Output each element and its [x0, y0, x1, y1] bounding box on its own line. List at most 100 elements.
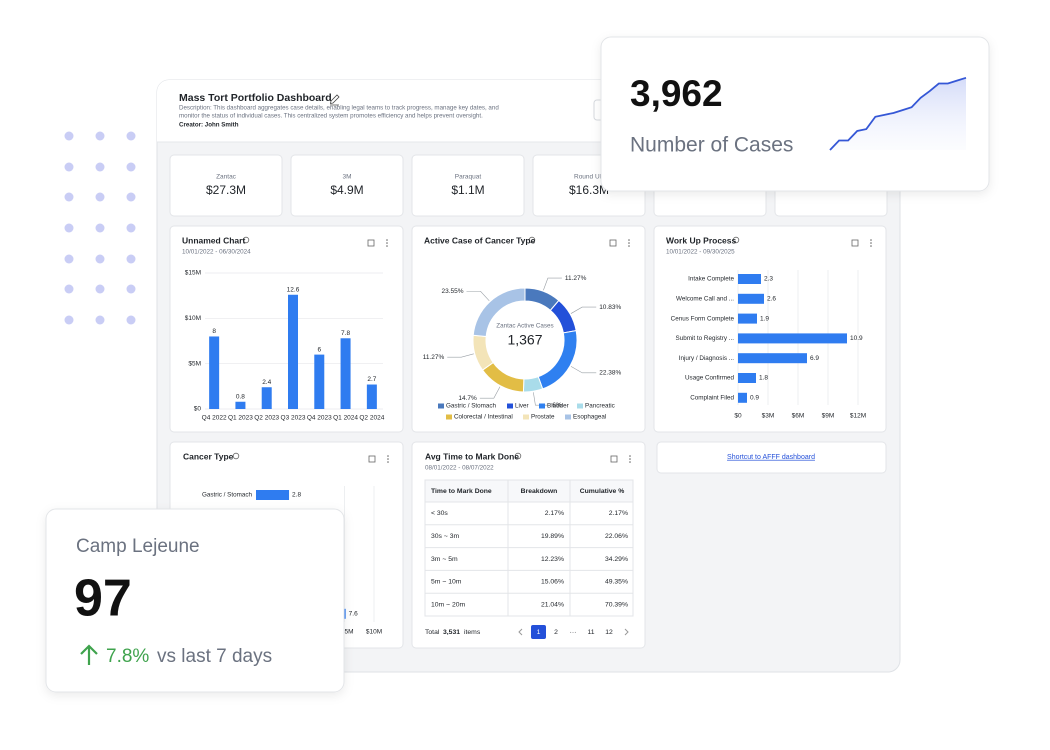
- x-tick-label: $10M: [366, 629, 382, 636]
- data-label: 14.7%: [458, 395, 477, 402]
- table-cell: 34.29%: [605, 556, 628, 563]
- legend-swatch: [539, 403, 545, 409]
- y-tick-label: Gastric / Stomach: [202, 492, 253, 499]
- up-arrow: [80, 644, 98, 665]
- cases-card: 3,962 Number of Cases: [600, 36, 990, 192]
- data-label: 7.8: [341, 330, 350, 337]
- table-cell: 70.39%: [605, 601, 628, 608]
- table-header: Breakdown: [521, 488, 558, 495]
- page-number[interactable]: ···: [570, 629, 577, 636]
- data-label: 8: [212, 328, 216, 335]
- x-tick-label: Q4 2022: [202, 415, 227, 422]
- shortcut-link[interactable]: Shortcut to AFFF dashboard: [727, 454, 815, 461]
- chart-date-range[interactable]: 10/01/2022 - 06/30/2024: [182, 249, 251, 256]
- legend-label: Gastric / Stomach: [446, 403, 497, 410]
- card-icons[interactable]: [232, 236, 859, 463]
- donut-center-value: 1,367: [507, 332, 542, 348]
- page-number[interactable]: 1: [537, 629, 541, 636]
- leader-line: [570, 306, 597, 314]
- card: [45, 508, 345, 693]
- table-cell: 21.04%: [541, 601, 564, 608]
- data-label: 7.6: [349, 611, 358, 618]
- table-title: Avg Time to Mark Done: [425, 451, 519, 461]
- bar: [738, 353, 807, 364]
- x-tick-label: Q1 2023: [228, 415, 253, 422]
- leader-line: [570, 366, 597, 374]
- data-label: 10.83%: [599, 304, 621, 311]
- x-tick-label: Q3 2023: [281, 415, 306, 422]
- data-label: 1.8: [759, 375, 768, 382]
- data-label: 0.8: [236, 393, 245, 400]
- bar: [738, 373, 756, 383]
- leader-line: [543, 277, 562, 291]
- bar: [235, 401, 246, 409]
- legend-swatch: [523, 414, 529, 420]
- legend-label: Bladder: [547, 403, 569, 410]
- table-cell: 22.06%: [605, 533, 628, 540]
- data-label: 6: [317, 346, 321, 353]
- data-label: 23.55%: [441, 288, 463, 295]
- table-cell: 2.17%: [545, 510, 564, 517]
- y-tick-label: Welcome Call and ...: [676, 295, 734, 302]
- kpi-value: 3,962: [630, 73, 723, 114]
- kpi-value: $4.9M: [330, 183, 363, 197]
- bar: [256, 490, 290, 500]
- legend-swatch: [565, 414, 571, 420]
- legend-label: Liver: [515, 403, 529, 410]
- kpi-label: Paraquat: [455, 174, 482, 181]
- table-header: Cumulative %: [580, 488, 625, 495]
- chart-title: Cancer Type: [183, 451, 234, 461]
- y-tick-label: $15M: [185, 270, 201, 277]
- table-cell: 2.17%: [609, 510, 628, 517]
- x-tick-label: $3M: [762, 413, 775, 420]
- y-tick-label: Complaint Filed: [690, 394, 734, 401]
- legend-swatch: [438, 403, 444, 409]
- table-cell: 12.23%: [541, 556, 564, 563]
- dashboard-title: Mass Tort Portfolio Dashboard: [179, 92, 332, 104]
- table-date-range[interactable]: 08/01/2022 - 08/07/2022: [425, 465, 494, 472]
- dashboard-creator: Creator: John Smith: [179, 122, 239, 129]
- legend-label: Pancreatic: [585, 403, 615, 410]
- table-header-row: [424, 479, 634, 503]
- donut-center-label: Zantac Active Cases: [496, 323, 553, 330]
- sparkline-area: [830, 77, 966, 150]
- table-cell: 5m ~ 10m: [431, 579, 462, 586]
- kpi-value: $1.1M: [451, 183, 484, 197]
- edit-icon[interactable]: [329, 94, 340, 106]
- kpi-label: Round UP: [574, 174, 604, 181]
- legend-label: Colorectal / Intestinal: [454, 414, 513, 421]
- chart-date-range[interactable]: 10/01/2022 - 09/30/2025: [666, 249, 735, 256]
- dashboard-description: Description: This dashboard aggregates c…: [179, 105, 499, 112]
- page-number[interactable]: 11: [587, 629, 594, 636]
- kpi-change: 7.8%: [106, 646, 149, 667]
- kebab-icons[interactable]: [386, 239, 872, 463]
- y-tick-label: $5M: [188, 360, 201, 367]
- table-total: items: [464, 629, 481, 636]
- bar: [288, 294, 298, 409]
- data-label: 2.6: [767, 296, 776, 303]
- kpi-value: 97: [74, 570, 132, 628]
- page-number[interactable]: 12: [605, 629, 613, 636]
- next-page[interactable]: [624, 628, 629, 636]
- data-label: 10.9: [850, 335, 863, 342]
- x-tick-label: Q2 2023: [254, 415, 279, 422]
- kpi-change-suffix: vs last 7 days: [157, 646, 272, 667]
- y-tick-label: Injury / Diagnosis ...: [679, 355, 735, 362]
- table-cell: 19.89%: [541, 533, 564, 540]
- table-cell: 15.06%: [541, 579, 564, 586]
- prev-page[interactable]: [518, 628, 523, 636]
- bar: [261, 387, 272, 409]
- table-cell: 49.35%: [605, 579, 628, 586]
- kpi-label: 3M: [342, 174, 351, 181]
- x-tick-label: $6M: [792, 413, 805, 420]
- data-label: 2.3: [764, 276, 773, 283]
- page-number[interactable]: 2: [554, 629, 558, 636]
- data-label: 2.4: [262, 379, 271, 386]
- kpi-value: $16.3M: [569, 183, 609, 197]
- current-page[interactable]: [531, 625, 546, 639]
- bar: [340, 338, 351, 409]
- y-tick-label: $0: [194, 406, 202, 413]
- chart-title: Active Case of Cancer Type: [424, 235, 536, 245]
- dashboard-description: monitor the status of individual cases. …: [179, 113, 483, 120]
